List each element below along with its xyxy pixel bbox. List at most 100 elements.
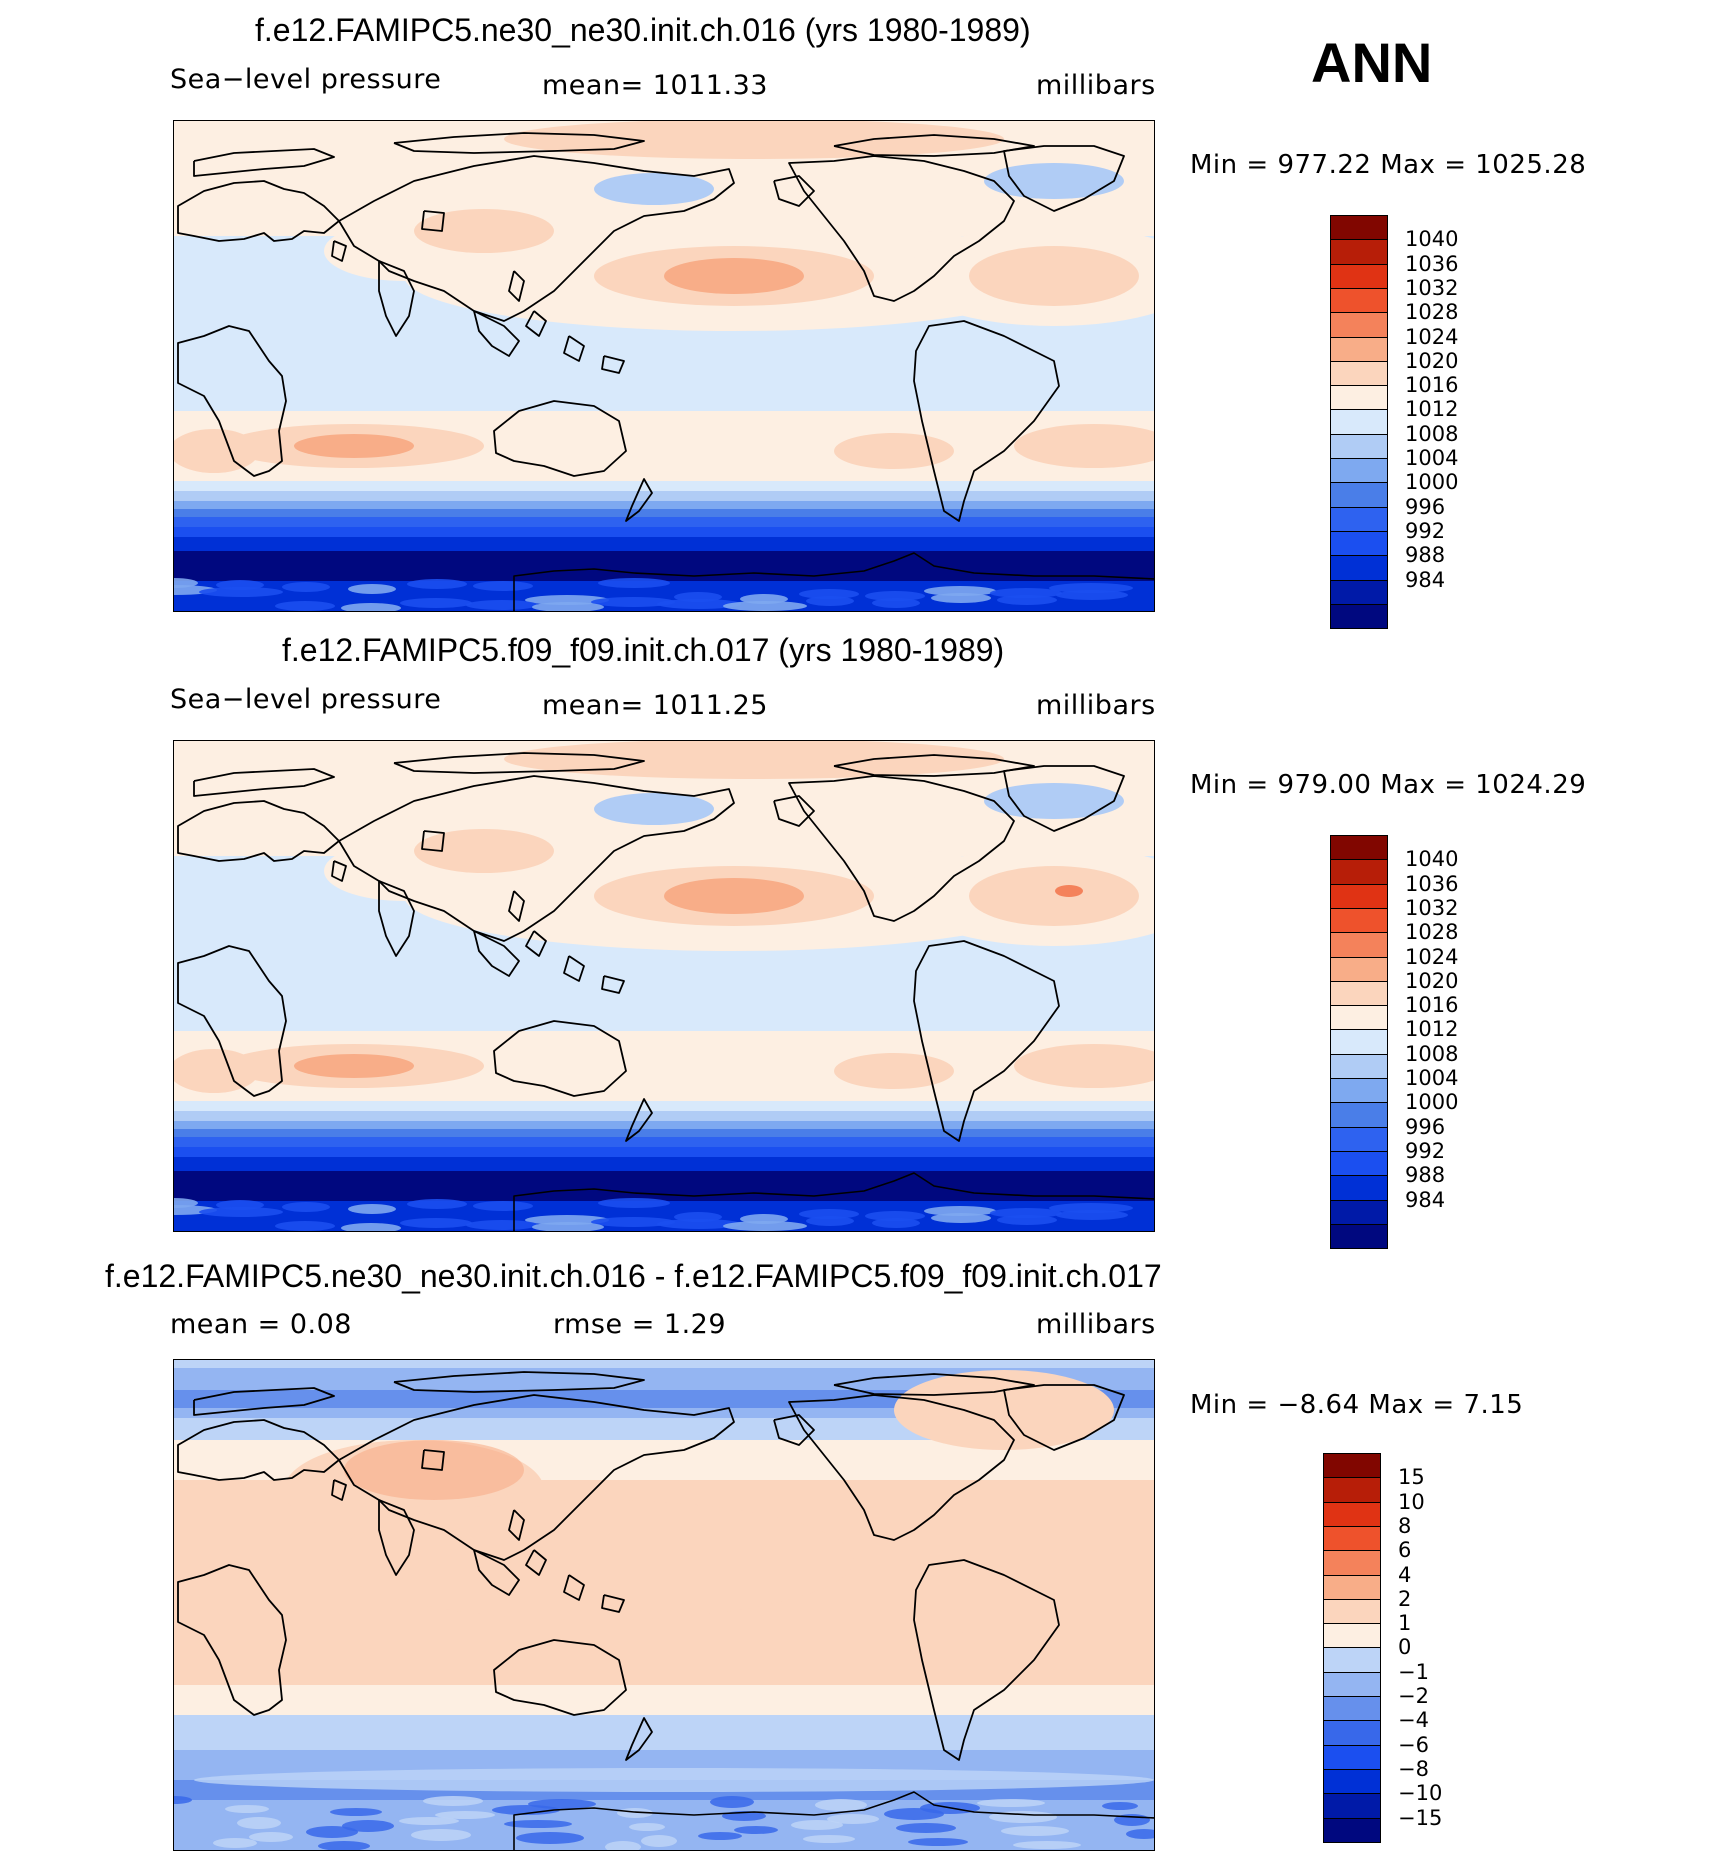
colorbar-swatch [1330,312,1388,338]
colorbar-swatch [1330,215,1388,241]
colorbar-swatch [1330,883,1388,910]
panel1-field-name: Sea−level pressure [170,64,442,95]
colorbar-level-label: 2 [1398,1586,1412,1611]
colorbar-swatch [1330,1078,1388,1104]
colorbar-level-label: 1036 [1405,871,1459,896]
colorbar-swatch [1330,980,1388,1007]
colorbar-swatch [1330,433,1388,460]
colorbar-swatch [1330,1005,1388,1031]
colorbar-level-label: 984 [1405,567,1446,592]
colorbar-swatch [1323,1744,1381,1771]
colorbar-level-label: 1032 [1405,275,1459,300]
panel3-minmax: Min = −8.64 Max = 7.15 [1190,1390,1524,1420]
panel2-title: f.e12.FAMIPC5.f09_f09.init.ch.017 (yrs 1… [282,632,1005,668]
colorbar-swatch [1323,1477,1381,1503]
colorbar-swatch [1323,1671,1381,1698]
colorbar-swatch [1330,1199,1388,1225]
colorbar-level-label: 1004 [1405,446,1459,470]
colorbar-level-label: 1000 [1405,1090,1459,1115]
colorbar-swatch [1330,263,1388,290]
colorbar-level-label: 1020 [1405,968,1459,993]
colorbar-level-label: 988 [1405,543,1446,568]
colorbar-swatch [1323,1598,1381,1625]
panel1-minmax: Min = 977.22 Max = 1025.28 [1190,150,1587,180]
colorbar-level-label: −8 [1398,1756,1429,1781]
colorbar-level-label: 1012 [1405,397,1459,422]
colorbar-swatch [1330,555,1388,581]
colorbar-level-label: 1024 [1405,324,1459,349]
colorbar-level-label: 1040 [1405,227,1459,252]
panel1-map [173,120,1155,612]
colorbar-swatch [1330,1053,1388,1080]
colorbar-level-label: 10 [1398,1489,1425,1514]
panel2-map [173,740,1155,1232]
colorbar-swatch [1330,932,1388,958]
colorbar-level-label: 1008 [1405,421,1459,446]
colorbar-level-label: 1032 [1405,895,1459,920]
colorbar-swatch [1330,239,1388,265]
colorbar-swatch [1330,1102,1388,1128]
colorbar-swatch [1330,1223,1388,1250]
colorbar-level-label: 0 [1398,1635,1412,1660]
colorbar-level-label: 992 [1405,518,1446,543]
colorbar-swatch [1330,835,1388,861]
colorbar-swatch [1330,336,1388,362]
colorbar-level-label: 1000 [1405,470,1459,495]
colorbar-level-label: 1024 [1405,944,1459,969]
colorbar-swatch [1330,458,1388,484]
colorbar-level-label: 1016 [1405,993,1459,1018]
colorbar-level-label: 1004 [1405,1066,1459,1090]
colorbar-level-label: −10 [1398,1781,1443,1806]
colorbar-level-label: 4 [1398,1562,1412,1587]
panel2-mean: mean= 1011.25 [542,690,768,721]
colorbar-level-label: 1020 [1405,348,1459,373]
panel1-title: f.e12.FAMIPC5.ne30_ne30.init.ch.016 (yrs… [255,12,1031,48]
colorbar-level-label: 992 [1405,1138,1446,1163]
colorbar-level-label: 1012 [1405,1017,1459,1042]
colorbar-swatch [1323,1623,1381,1649]
colorbar-swatch [1323,1574,1381,1600]
colorbar-swatch [1330,1175,1388,1201]
colorbar-swatch [1323,1720,1381,1746]
colorbar-swatch [1323,1768,1381,1795]
colorbar-level-label: −4 [1398,1708,1429,1733]
colorbar-level-label: 996 [1405,1114,1446,1139]
colorbar-swatch [1330,907,1388,934]
colorbar-level-label: −2 [1398,1684,1429,1708]
panel3-units: millibars [1036,1309,1156,1340]
panel2-field-name: Sea−level pressure [170,684,442,715]
colorbar-swatch [1330,579,1388,605]
panel2-minmax: Min = 979.00 Max = 1024.29 [1190,770,1587,800]
colorbar-level-label: 1028 [1405,920,1459,945]
colorbar-level-label: 1040 [1405,847,1459,872]
colorbar-swatch [1330,287,1388,314]
colorbar-swatch [1330,603,1388,630]
colorbar-swatch [1330,409,1388,435]
panel3-mean: mean = 0.08 [170,1309,352,1340]
colorbar-swatch [1330,385,1388,411]
colorbar-level-label: −15 [1398,1805,1443,1830]
colorbar-swatch [1330,956,1388,982]
colorbar-swatch [1330,1126,1388,1153]
panel3-rmse: rmse = 1.29 [553,1309,727,1340]
colorbar-swatch [1330,859,1388,885]
panel3-title: f.e12.FAMIPC5.ne30_ne30.init.ch.016 - f.… [105,1258,1162,1294]
colorbar-swatch [1323,1817,1381,1843]
colorbar-swatch [1323,1696,1381,1722]
panel1-mean: mean= 1011.33 [542,70,768,101]
colorbar-swatch [1323,1550,1381,1576]
colorbar-swatch [1323,1453,1381,1479]
colorbar-swatch [1323,1647,1381,1673]
season-label: ANN [1311,31,1433,94]
colorbar-level-label: −6 [1398,1732,1429,1757]
colorbar-swatch [1330,1029,1388,1055]
colorbar-level-label: 1028 [1405,300,1459,325]
colorbar-swatch [1323,1525,1381,1552]
panel2-units: millibars [1036,690,1156,721]
colorbar-swatch [1330,482,1388,508]
colorbar-level-label: 988 [1405,1163,1446,1188]
colorbar-level-label: 1036 [1405,251,1459,276]
colorbar-level-label: 8 [1398,1513,1412,1538]
colorbar-swatch [1330,1150,1388,1177]
colorbar-swatch [1330,506,1388,533]
